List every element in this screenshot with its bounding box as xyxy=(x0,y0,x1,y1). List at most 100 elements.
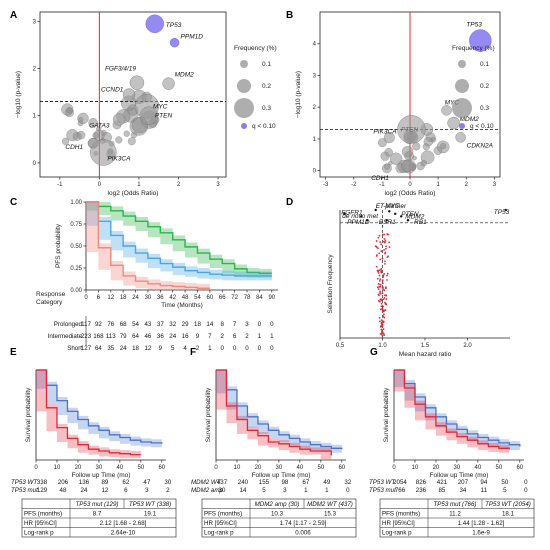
g-table-row-label: Log-rank p xyxy=(382,530,412,537)
d-gene-label: RB1 xyxy=(414,219,427,226)
f-risk-value: 1 xyxy=(304,487,308,494)
b-labeled-bubble xyxy=(397,115,426,144)
a-gene-bubble xyxy=(127,137,136,146)
f-x-tick-label: 20 xyxy=(255,465,262,471)
d-feature-point xyxy=(375,240,378,242)
e-x-tick-label: 40 xyxy=(117,465,124,471)
g-table-cell: 11.2 xyxy=(449,511,461,518)
d-labeled-point xyxy=(406,219,410,222)
f-risk-label: MDM2 WT xyxy=(191,479,222,486)
panel-label-a: A xyxy=(10,10,17,21)
d-feature-point xyxy=(382,274,385,277)
d-feature-point xyxy=(376,286,379,289)
d-feature-point xyxy=(383,289,386,292)
c-x-tick-label: 24 xyxy=(132,295,139,301)
d-feature-point xyxy=(379,308,382,311)
d-feature-point xyxy=(376,277,379,280)
g-x-axis-label: Follow up Time (mo) xyxy=(430,472,489,479)
d-gene-label: PPM1D xyxy=(347,219,370,226)
e-table-header: TP53 WT (338) xyxy=(129,501,171,508)
c-km-curve-intermediate xyxy=(86,201,272,277)
f-x-tick-label: 60 xyxy=(338,465,345,471)
f-risk-value: 49 xyxy=(323,479,330,486)
e-risk-value: 48 xyxy=(60,487,67,494)
d-feature-point xyxy=(379,325,382,328)
e-x-tick-label: 30 xyxy=(96,465,103,471)
d-feature-point xyxy=(383,297,386,299)
f-risk-value: 1 xyxy=(325,487,329,494)
e-table-row-label: Log-rank p xyxy=(24,530,54,537)
d-feature-point xyxy=(386,233,389,235)
d-feature-point xyxy=(382,310,384,313)
c-ci-band-short xyxy=(86,202,210,290)
b-labeled-bubble xyxy=(455,132,466,143)
c-risk-label-short: Short xyxy=(67,345,82,352)
a-y-tick-label: 3 xyxy=(33,19,37,25)
b-gene-label: CDKN2A xyxy=(467,142,493,149)
b-x-tick-label: -2 xyxy=(351,182,357,188)
c-x-tick-label: 12 xyxy=(107,295,114,301)
c-risk-value: 79 xyxy=(120,333,127,340)
d-feature-point xyxy=(379,258,382,261)
c-risk-label-prolonged: Prolonged xyxy=(54,321,83,328)
c-risk-value: 7 xyxy=(233,321,237,328)
a-gene-label: CDH1 xyxy=(65,144,83,151)
a-legend-size-label: 0.2 xyxy=(262,83,271,90)
c-risk-header: Response xyxy=(36,291,66,298)
a-legend-title: Frequency (%) xyxy=(234,45,277,52)
c-risk-value: 36 xyxy=(157,333,164,340)
d-feature-point xyxy=(378,274,381,277)
e-risk-value: 62 xyxy=(122,479,129,486)
f-risk-value: 437 xyxy=(217,479,228,486)
d-feature-point xyxy=(383,249,385,251)
g-risk-value: 34 xyxy=(459,487,466,494)
a-gene-bubble xyxy=(115,136,123,144)
d-feature-point xyxy=(383,313,385,316)
d-feature-point xyxy=(384,301,386,304)
e-x-tick-label: 50 xyxy=(137,465,144,471)
d-feature-point xyxy=(378,294,380,297)
d-feature-point xyxy=(379,278,382,280)
b-gene-bubble xyxy=(380,151,390,161)
g-risk-value: 766 xyxy=(395,487,406,494)
a-x-tick-label: 1 xyxy=(137,182,141,188)
c-risk-value: 1 xyxy=(270,333,274,340)
b-legend-size-label: 0.1 xyxy=(480,61,489,68)
f-risk-value: 240 xyxy=(238,479,249,486)
e-risk-value: 89 xyxy=(101,479,108,486)
b-gene-bubble xyxy=(390,152,403,165)
c-risk-value: 16 xyxy=(182,333,189,340)
e-km-curve xyxy=(36,369,141,456)
panel-label-e: E xyxy=(10,347,17,358)
d-labeled-point xyxy=(366,219,369,222)
c-risk-value: 113 xyxy=(106,333,116,340)
a-legend-q-marker xyxy=(241,123,247,129)
c-risk-value: 76 xyxy=(107,321,114,328)
d-labeled-point xyxy=(343,212,346,216)
c-x-tick-label: 84 xyxy=(256,295,263,301)
g-risk-value: 207 xyxy=(458,479,469,486)
c-x-tick-label: 6 xyxy=(97,295,101,301)
g-ci-band xyxy=(394,370,510,453)
d-feature-point xyxy=(377,270,380,273)
a-gene-label: FGF3/4/19 xyxy=(105,66,136,73)
g-x-tick-label: 20 xyxy=(433,465,440,471)
b-labeled-bubble xyxy=(441,105,452,116)
c-risk-value: 2 xyxy=(245,333,249,340)
e-table-cell: 19.1 xyxy=(144,511,157,518)
c-x-tick-label: 54 xyxy=(194,295,201,301)
b-gene-bubble xyxy=(388,161,393,166)
d-labeled-point xyxy=(360,215,363,218)
g-table-cell: 1.6e-9 xyxy=(472,530,490,537)
d-feature-point xyxy=(377,236,380,239)
d-feature-point xyxy=(380,269,383,272)
c-risk-value: 12 xyxy=(144,345,151,352)
d-feature-point xyxy=(381,324,384,327)
a-y-tick-label: 0 xyxy=(33,161,37,167)
b-gene-bubble xyxy=(383,163,391,170)
c-risk-value: 9 xyxy=(159,345,163,352)
g-risk-value: 5 xyxy=(503,487,507,494)
a-gene-bubble xyxy=(61,137,70,145)
a-legend-size-marker xyxy=(240,60,248,68)
d-feature-point xyxy=(378,269,381,271)
